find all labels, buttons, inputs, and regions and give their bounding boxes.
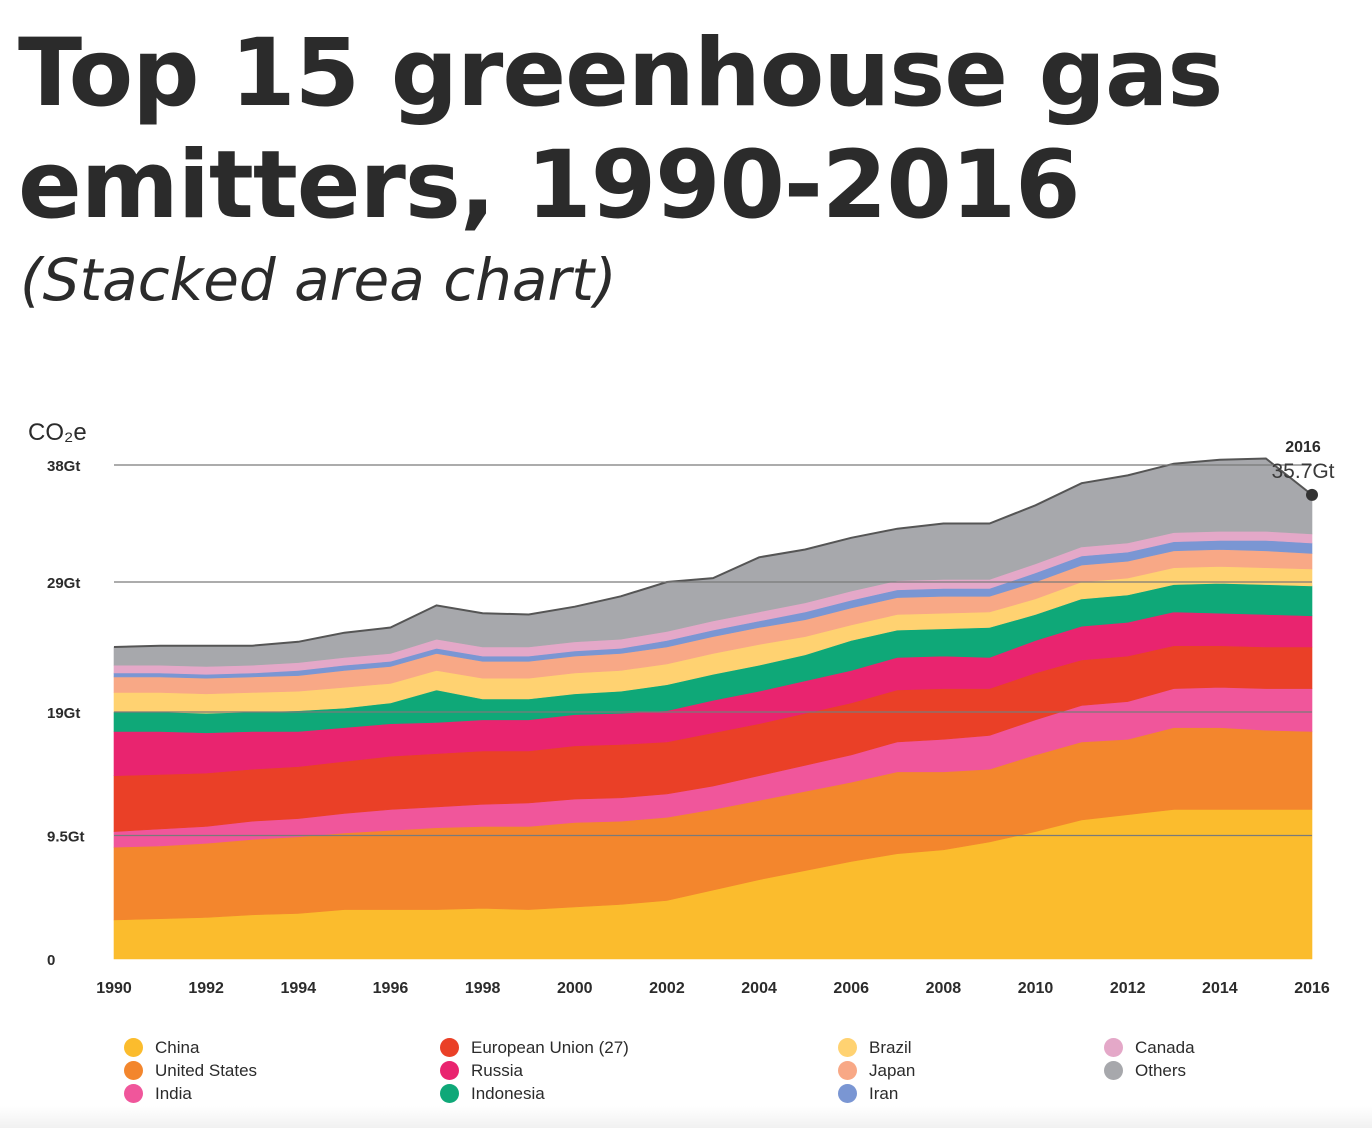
legend-label: India xyxy=(155,1083,192,1103)
x-tick-label: 2000 xyxy=(557,980,593,997)
legend-swatch xyxy=(1104,1061,1123,1080)
x-tick-label: 2006 xyxy=(833,980,869,997)
x-tick-label: 2014 xyxy=(1202,980,1238,997)
legend-item-china: China xyxy=(124,1036,199,1059)
y-tick-label: 19Gt xyxy=(47,705,80,722)
chart-title: Top 15 greenhouse gas emitters, 1990-201… xyxy=(18,18,1223,242)
legend-label: Others xyxy=(1135,1060,1187,1080)
x-tick-label: 1998 xyxy=(465,980,501,997)
y-axis-label: CO₂e xyxy=(28,419,87,446)
legend-label: Iran xyxy=(869,1083,899,1103)
annotation-marker xyxy=(1306,488,1318,501)
annotation-value: 35.7Gt xyxy=(1271,460,1334,483)
legend-label: Brazil xyxy=(869,1037,912,1057)
y-tick-label: 0 xyxy=(47,952,55,969)
legend-swatch xyxy=(838,1061,857,1080)
x-tick-label: 1994 xyxy=(281,980,317,997)
legend-label: China xyxy=(155,1037,200,1057)
x-tick-label: 2010 xyxy=(1018,980,1054,997)
legend-item-canada: Canada xyxy=(1104,1036,1195,1059)
legend-item-others: Others xyxy=(1104,1059,1186,1082)
x-tick-label: 2002 xyxy=(649,980,685,997)
legend-item-indonesia: Indonesia xyxy=(440,1082,545,1105)
legend-swatch xyxy=(124,1038,143,1057)
x-tick-label: 2004 xyxy=(741,980,777,997)
legend-swatch xyxy=(440,1084,459,1103)
legend-swatch xyxy=(838,1084,857,1103)
stacked-area-chart: 0 9.5Gt 19Gt 29Gt 38Gt CO₂e 1990 1992 1994 1996 19… xyxy=(28,419,1335,997)
page-bottom-edge xyxy=(0,1106,1372,1128)
y-tick-label: 38Gt xyxy=(47,458,80,475)
legend-item-india: India xyxy=(124,1082,192,1105)
x-tick-label: 2008 xyxy=(926,980,962,997)
legend-item-united-states: United States xyxy=(124,1059,257,1082)
legend-item-european-union-27: European Union (27) xyxy=(440,1036,629,1059)
legend-label: Japan xyxy=(869,1060,916,1080)
chart-subtitle: (Stacked area chart) xyxy=(20,246,617,314)
legend-item-japan: Japan xyxy=(838,1059,915,1082)
legend-label: European Union (27) xyxy=(471,1037,629,1057)
legend-label: Canada xyxy=(1135,1037,1195,1057)
legend-swatch xyxy=(440,1061,459,1080)
annotation-year: 2016 xyxy=(1285,439,1321,456)
chart-title-line-1: Top 15 greenhouse gas xyxy=(18,19,1223,128)
legend-label: United States xyxy=(155,1060,258,1080)
x-tick-label: 2012 xyxy=(1110,980,1146,997)
y-tick-label: 29Gt xyxy=(47,575,80,592)
legend-label: Indonesia xyxy=(471,1083,545,1103)
total-outline xyxy=(113,457,1313,648)
legend-swatch xyxy=(124,1084,143,1103)
legend-swatch xyxy=(1104,1038,1123,1057)
legend-swatch xyxy=(838,1038,857,1057)
x-tick-label: 1990 xyxy=(96,980,132,997)
legend-item-russia: Russia xyxy=(440,1059,523,1082)
legend-swatch xyxy=(124,1061,143,1080)
x-tick-label: 1996 xyxy=(373,980,409,997)
x-tick-label: 1992 xyxy=(188,980,224,997)
x-tick-label: 2016 xyxy=(1294,980,1330,997)
chart-title-line-2: emitters, 1990-2016 xyxy=(18,131,1081,240)
y-tick-label: 9.5Gt xyxy=(47,829,85,846)
legend-item-iran: Iran xyxy=(838,1082,898,1105)
legend-swatch xyxy=(440,1038,459,1057)
legend-item-brazil: Brazil xyxy=(838,1036,912,1059)
legend-label: Russia xyxy=(471,1060,523,1080)
chart-legend: China United States India European Union (2… xyxy=(124,1036,1324,1116)
